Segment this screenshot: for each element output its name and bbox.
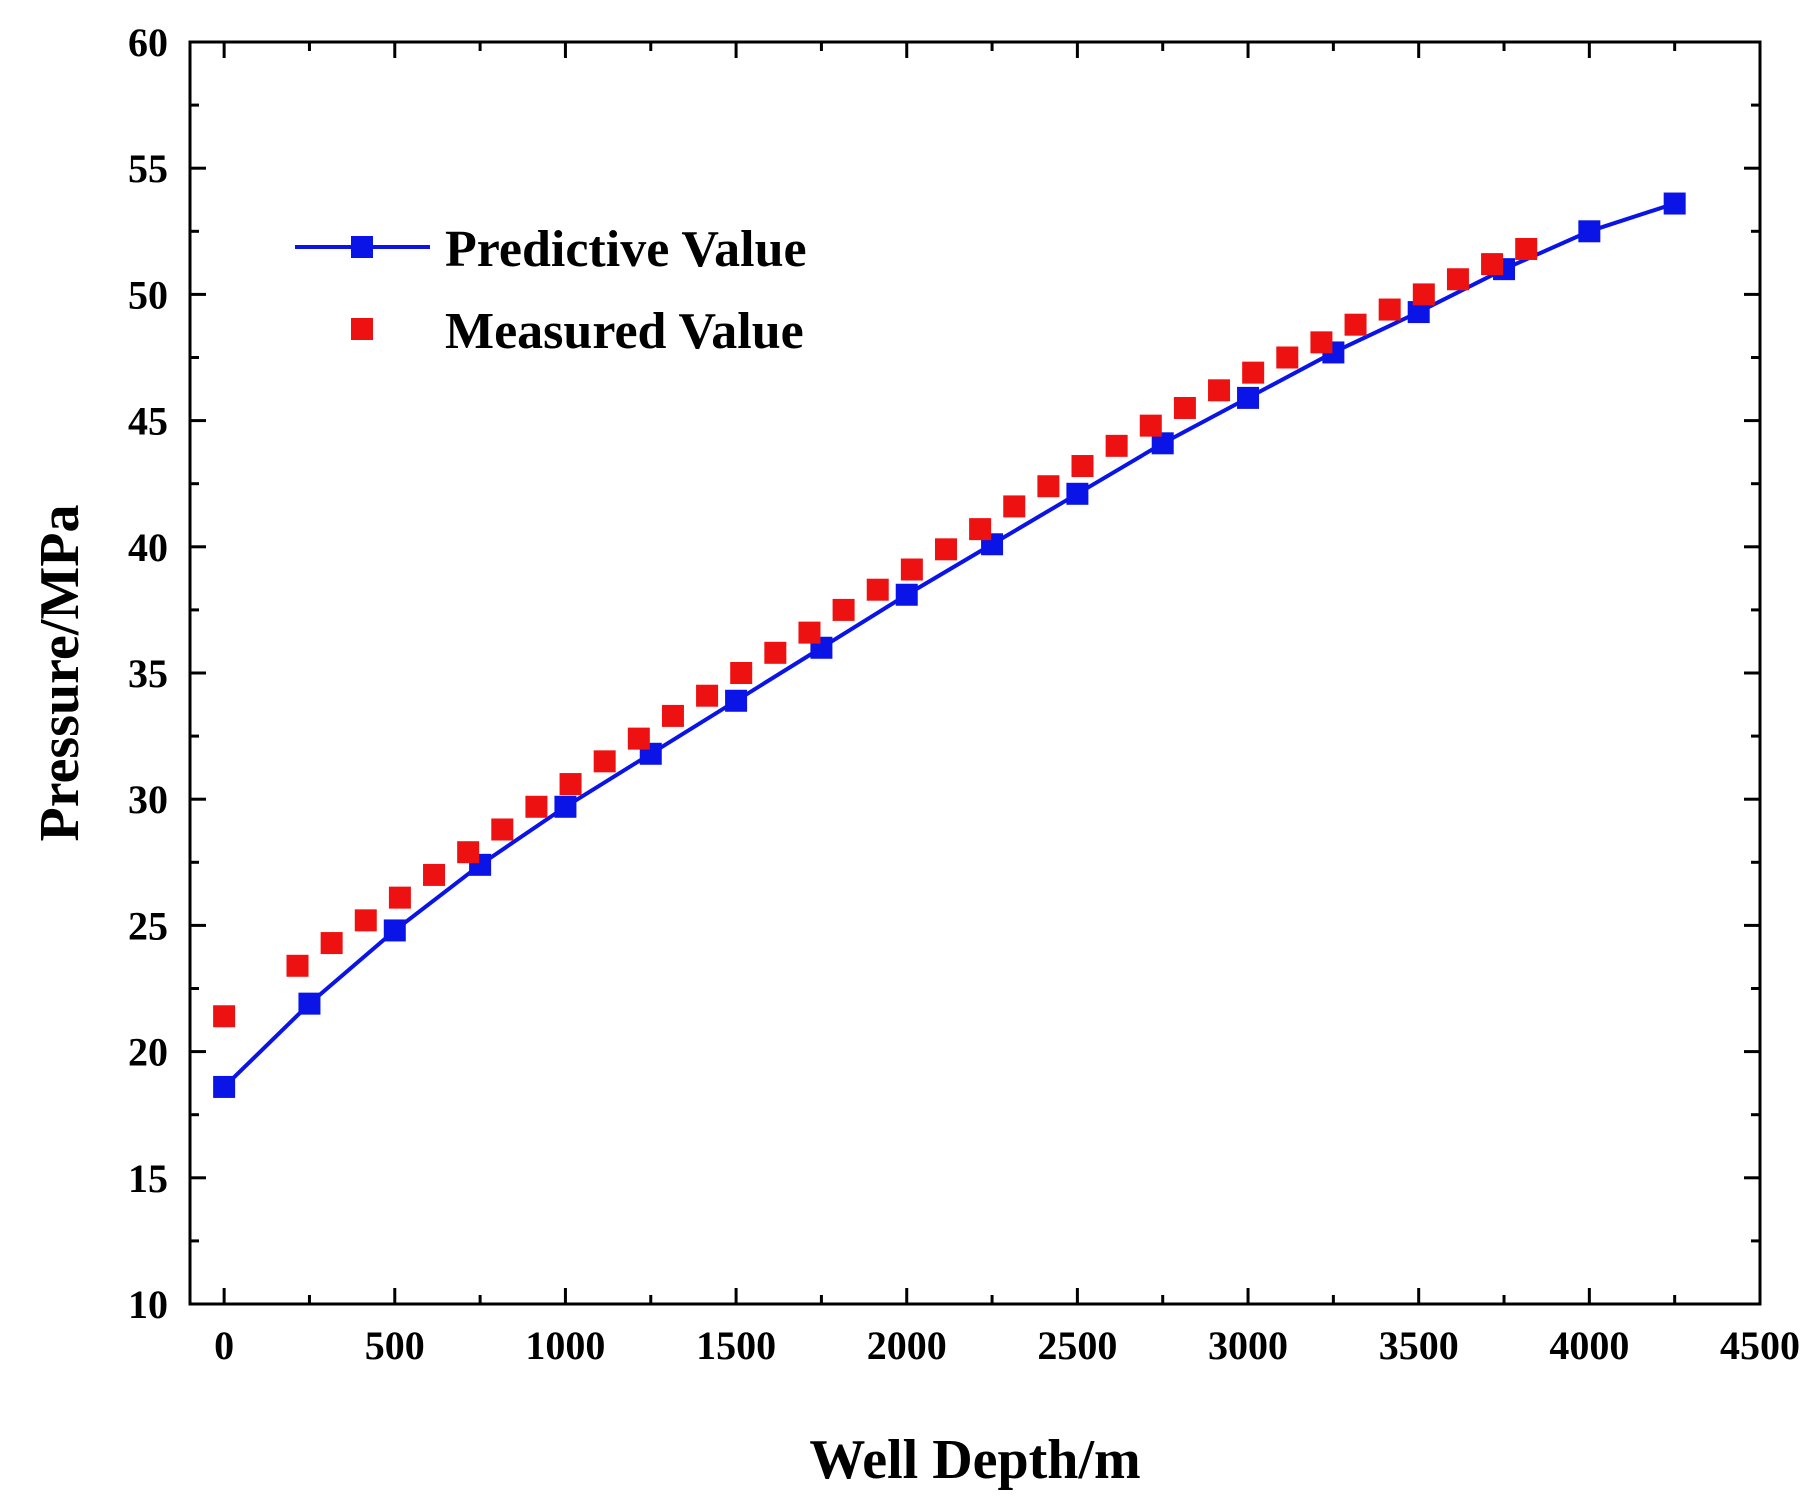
point-predictive: [1407, 301, 1430, 324]
point-measured: [1173, 396, 1196, 419]
x-tick-label: 4000: [1549, 1323, 1629, 1368]
legend-marker-measured: [351, 318, 373, 340]
legend: Predictive Value Measured Value: [295, 221, 807, 360]
point-predictive: [1066, 482, 1089, 505]
x-tick-label: 3000: [1208, 1323, 1288, 1368]
legend-marker-predictive: [351, 236, 373, 258]
point-measured: [1242, 361, 1265, 384]
point-measured: [1310, 331, 1333, 354]
point-measured: [1481, 253, 1504, 276]
point-predictive: [1237, 386, 1260, 409]
y-tick-label: 20: [128, 1030, 168, 1075]
point-measured: [969, 518, 992, 541]
series-line-predictive: [222, 201, 1676, 1089]
point-measured: [1037, 475, 1060, 498]
point-measured: [286, 954, 309, 977]
point-measured: [1276, 346, 1299, 369]
y-tick-label: 45: [128, 399, 168, 444]
x-tick-label: 1000: [525, 1323, 605, 1368]
point-measured: [696, 684, 719, 707]
point-measured: [320, 932, 343, 955]
x-tick-label: 4500: [1720, 1323, 1800, 1368]
x-tick-label: 1500: [696, 1323, 776, 1368]
y-tick-label: 35: [128, 651, 168, 696]
point-predictive: [1151, 432, 1174, 455]
point-measured: [1344, 313, 1367, 336]
x-tick-label: 2500: [1037, 1323, 1117, 1368]
y-axis: 10 15 20 25 30 35 40 45 50 55 60: [128, 20, 1760, 1327]
point-measured: [661, 704, 684, 727]
point-measured: [1412, 283, 1435, 306]
point-predictive: [1663, 192, 1686, 215]
legend-label-measured: Measured Value: [445, 303, 804, 360]
point-measured: [900, 558, 923, 581]
point-predictive: [298, 992, 321, 1015]
point-measured: [1105, 434, 1128, 457]
x-tick-label: 2000: [867, 1323, 947, 1368]
point-measured: [525, 795, 548, 818]
y-tick-label: 10: [128, 1282, 168, 1327]
point-measured: [1003, 495, 1026, 518]
point-measured: [730, 662, 753, 684]
point-measured: [213, 1005, 236, 1028]
y-tick-label: 30: [128, 777, 168, 822]
plot-marks: [213, 192, 1686, 1098]
point-predictive: [554, 795, 577, 818]
point-measured: [764, 641, 787, 664]
y-tick-label: 60: [128, 20, 168, 65]
point-predictive: [1578, 220, 1601, 243]
point-measured: [491, 818, 514, 841]
point-measured: [388, 886, 411, 909]
point-measured: [423, 863, 446, 886]
legend-label-predictive: Predictive Value: [445, 221, 807, 278]
point-measured: [1071, 455, 1094, 478]
y-tick-label: 15: [128, 1156, 168, 1201]
point-measured: [1378, 298, 1401, 321]
y-axis-title: Pressure/MPa: [29, 505, 91, 842]
point-measured: [457, 841, 480, 864]
y-tick-label: 50: [128, 272, 168, 317]
point-measured: [627, 727, 650, 750]
x-axis: 0 500 1000 1500 2000 2500 3000 3500 4000 4500: [214, 42, 1800, 1368]
y-tick-label: 25: [128, 903, 168, 948]
point-measured: [934, 538, 957, 561]
x-tick-label: 500: [365, 1323, 425, 1368]
point-predictive: [213, 1075, 236, 1098]
point-measured: [832, 598, 855, 621]
point-measured: [798, 621, 821, 644]
point-predictive: [725, 689, 748, 712]
point-measured: [559, 773, 582, 796]
point-measured: [593, 750, 616, 773]
point-predictive: [895, 583, 918, 606]
y-tick-label: 55: [128, 146, 168, 191]
point-measured: [1446, 268, 1469, 291]
point-measured: [1515, 237, 1538, 260]
point-measured: [866, 578, 889, 601]
point-measured: [354, 909, 377, 932]
point-predictive: [383, 919, 406, 942]
x-axis-title: Well Depth/m: [809, 1429, 1140, 1491]
point-measured: [1208, 379, 1231, 402]
y-tick-label: 40: [128, 525, 168, 570]
point-measured: [1139, 414, 1162, 437]
x-tick-label: 3500: [1379, 1323, 1459, 1368]
plot-frame: [188, 40, 1762, 1306]
x-tick-label: 0: [214, 1323, 234, 1368]
